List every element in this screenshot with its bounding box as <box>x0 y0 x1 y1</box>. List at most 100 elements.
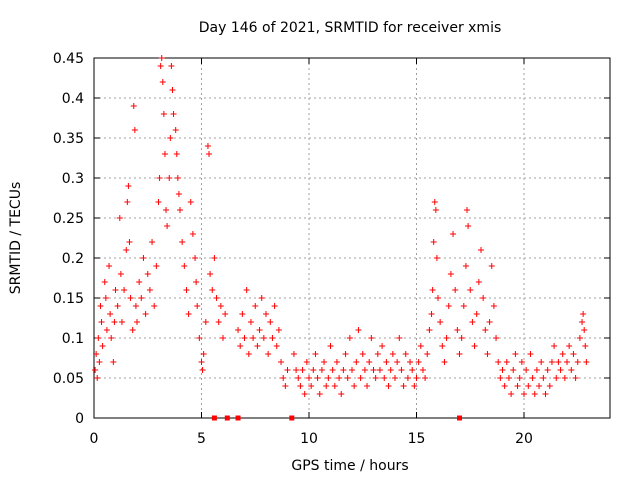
data-point <box>454 327 461 333</box>
data-point <box>243 287 250 293</box>
data-point <box>170 111 177 117</box>
data-point <box>98 319 105 325</box>
data-point <box>157 63 164 69</box>
data-point <box>132 303 139 309</box>
data-point <box>392 375 398 381</box>
data-point <box>546 383 553 389</box>
data-point <box>497 375 504 381</box>
data-point <box>516 375 523 381</box>
data-point <box>503 359 510 365</box>
data-point <box>368 335 375 341</box>
data-point <box>103 327 110 333</box>
data-point <box>456 351 463 357</box>
data-point <box>576 335 583 341</box>
zero-marker <box>457 415 462 421</box>
y-tick-label: 0.35 <box>53 131 84 147</box>
data-point <box>250 335 257 341</box>
data-point <box>124 199 131 205</box>
data-point <box>435 295 441 301</box>
data-point <box>254 343 261 349</box>
data-point <box>127 295 134 301</box>
data-point <box>336 375 343 381</box>
data-point <box>340 367 347 373</box>
data-point <box>290 351 297 357</box>
data-point <box>222 311 229 317</box>
data-point <box>179 239 186 245</box>
data-point <box>260 335 267 341</box>
data-point <box>196 335 203 341</box>
data-point <box>209 287 216 293</box>
data-point <box>447 271 454 277</box>
data-point <box>361 367 368 373</box>
data-point <box>430 239 437 245</box>
plot-frame <box>93 57 611 419</box>
data-point <box>118 319 125 325</box>
data-point <box>144 271 151 277</box>
data-point <box>548 359 555 365</box>
data-point <box>211 255 218 261</box>
data-point <box>198 359 205 365</box>
grid-lines <box>94 58 610 418</box>
data-point <box>396 335 403 341</box>
y-tick-label: 0.15 <box>53 291 84 307</box>
data-point <box>443 335 450 341</box>
data-point <box>256 327 263 333</box>
data-point <box>241 335 248 341</box>
data-point <box>415 359 422 365</box>
data-point <box>364 383 371 389</box>
data-point <box>106 263 113 269</box>
data-point <box>206 151 213 157</box>
data-point <box>419 367 426 373</box>
data-point <box>110 359 117 365</box>
data-point <box>583 359 590 365</box>
data-point <box>269 335 276 341</box>
data-point <box>441 359 448 365</box>
data-point <box>108 335 115 341</box>
data-point <box>478 247 484 253</box>
y-tick-label: 0.2 <box>62 251 84 267</box>
data-point <box>540 375 547 381</box>
data-point <box>213 295 220 301</box>
data-point <box>117 271 124 277</box>
data-point <box>542 391 549 397</box>
zero-marker <box>235 415 241 421</box>
data-point <box>125 183 132 189</box>
data-point <box>331 383 338 389</box>
data-point <box>160 111 167 117</box>
data-point <box>490 303 497 309</box>
data-point <box>359 351 366 357</box>
data-point <box>475 279 482 285</box>
data-point <box>123 247 130 253</box>
data-point <box>323 383 330 389</box>
data-point <box>99 343 106 349</box>
data-point <box>265 351 272 357</box>
data-point <box>376 367 383 373</box>
data-point <box>512 351 519 357</box>
data-point <box>493 335 500 341</box>
data-point <box>142 311 149 317</box>
data-point <box>429 287 436 293</box>
data-point <box>327 343 334 349</box>
data-point <box>357 375 364 381</box>
x-tick-label: 5 <box>197 431 206 447</box>
x-axis-label: GPS time / hours <box>291 458 408 474</box>
data-point <box>370 367 377 373</box>
data-point <box>467 287 474 293</box>
data-point <box>278 359 285 365</box>
data-point <box>258 295 265 301</box>
data-point <box>572 375 579 381</box>
data-point <box>187 199 194 205</box>
data-point <box>151 303 158 309</box>
data-point <box>97 303 104 309</box>
data-point <box>271 303 278 309</box>
data-point <box>482 327 489 333</box>
y-tick-label: 0.4 <box>62 91 84 107</box>
data-point <box>167 135 174 141</box>
data-point <box>282 383 289 389</box>
data-point <box>107 311 114 317</box>
zero-marker <box>224 415 230 421</box>
data-point <box>168 63 175 69</box>
data-point <box>237 343 244 349</box>
data-point <box>510 367 517 373</box>
data-point <box>379 343 386 349</box>
